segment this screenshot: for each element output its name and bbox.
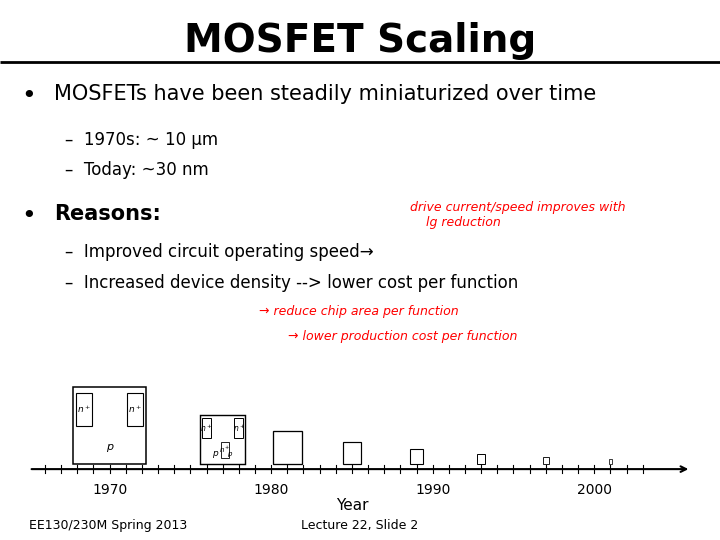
- Text: $n^+$: $n^+$: [200, 423, 212, 434]
- Text: MOSFET Scaling: MOSFET Scaling: [184, 22, 536, 59]
- Bar: [200, 415, 246, 464]
- Text: $n^+$: $n^+$: [128, 403, 142, 415]
- Bar: [202, 418, 211, 438]
- Text: → lower production cost per function: → lower production cost per function: [288, 330, 518, 343]
- Bar: [221, 442, 229, 458]
- Text: $n^+$: $n^+$: [233, 423, 245, 434]
- Text: p: p: [212, 449, 217, 458]
- Text: •: •: [22, 84, 36, 107]
- Bar: [477, 454, 485, 464]
- Text: $n^+$: $n^+$: [77, 403, 91, 415]
- Bar: [73, 387, 146, 464]
- Bar: [343, 442, 361, 464]
- Text: 1980: 1980: [253, 483, 289, 497]
- Text: –  Improved circuit operating speed→: – Improved circuit operating speed→: [65, 243, 374, 261]
- Bar: [235, 418, 243, 438]
- Text: p: p: [106, 442, 113, 452]
- Bar: [543, 457, 549, 464]
- Bar: [410, 449, 423, 464]
- Text: $n^+$: $n^+$: [220, 445, 230, 455]
- Bar: [608, 460, 612, 464]
- Text: 1990: 1990: [415, 483, 451, 497]
- Text: p: p: [228, 451, 232, 457]
- Text: 2000: 2000: [577, 483, 612, 497]
- Bar: [76, 393, 92, 426]
- Text: –  Increased device density --> lower cost per function: – Increased device density --> lower cos…: [65, 274, 518, 292]
- Text: drive current/speed improves with
    lg reduction: drive current/speed improves with lg red…: [410, 201, 626, 229]
- Bar: [273, 431, 302, 464]
- Text: –  Today: ~30 nm: – Today: ~30 nm: [65, 161, 209, 179]
- Text: •: •: [22, 204, 36, 228]
- Text: Year: Year: [336, 498, 368, 513]
- Bar: [127, 393, 143, 426]
- Text: EE130/230M Spring 2013: EE130/230M Spring 2013: [29, 519, 187, 532]
- Text: Lecture 22, Slide 2: Lecture 22, Slide 2: [302, 519, 418, 532]
- Text: Reasons:: Reasons:: [54, 204, 161, 224]
- Text: MOSFETs have been steadily miniaturized over time: MOSFETs have been steadily miniaturized …: [54, 84, 596, 104]
- Text: –  1970s: ~ 10 μm: – 1970s: ~ 10 μm: [65, 131, 218, 149]
- Text: → reduce chip area per function: → reduce chip area per function: [259, 305, 459, 318]
- Text: 1970: 1970: [92, 483, 127, 497]
